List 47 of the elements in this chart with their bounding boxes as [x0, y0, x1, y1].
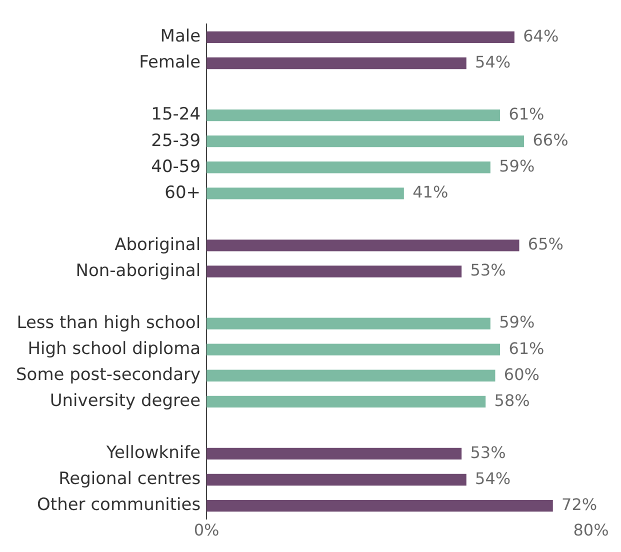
data-label: 59%	[499, 312, 535, 332]
y-tick-label: 40-59	[151, 156, 201, 177]
bar	[206, 448, 462, 460]
bar	[206, 240, 520, 252]
bar	[206, 500, 553, 512]
data-label: 60%	[504, 364, 540, 384]
y-tick-label: 15-24	[151, 104, 201, 125]
bar	[206, 136, 524, 148]
y-tick-label: 60+	[164, 182, 201, 203]
data-label: 58%	[494, 390, 530, 410]
data-label: 53%	[470, 442, 506, 462]
x-tick-label: 80%	[573, 520, 609, 540]
data-label: 54%	[475, 52, 511, 72]
data-label: 72%	[562, 494, 598, 514]
bar	[206, 370, 496, 382]
y-tick-label: Yellowknife	[105, 443, 201, 464]
y-tick-label: Regional centres	[58, 469, 201, 490]
bar	[206, 188, 404, 200]
data-label: 61%	[508, 104, 544, 124]
y-tick-label: University degree	[50, 391, 201, 412]
y-tick-label: Non-aboriginal	[76, 260, 201, 281]
x-tick-label: 0%	[194, 520, 220, 540]
y-tick-label: Less than high school	[16, 312, 201, 333]
bar	[206, 318, 490, 330]
bar	[206, 396, 486, 408]
y-tick-label: Male	[160, 26, 201, 47]
y-tick-label: High school diploma	[28, 339, 201, 360]
data-label: 66%	[532, 130, 568, 150]
data-label: 41%	[412, 182, 448, 202]
bar	[206, 31, 514, 44]
data-label: 53%	[470, 260, 506, 280]
bar	[206, 57, 466, 70]
bar	[206, 344, 500, 356]
y-tick-label: 25-39	[151, 130, 201, 151]
y-tick-label: Aboriginal	[114, 234, 201, 255]
y-tick-label: Female	[139, 52, 201, 73]
data-label: 65%	[528, 234, 564, 254]
bar	[206, 474, 466, 486]
data-label: 59%	[499, 156, 535, 176]
y-tick-label: Other communities	[37, 495, 201, 516]
y-tick-label: Some post-secondary	[16, 365, 201, 386]
data-label: 54%	[475, 468, 511, 488]
data-label: 61%	[508, 338, 544, 358]
data-label: 64%	[523, 26, 559, 46]
bar	[206, 109, 500, 122]
bar	[206, 266, 462, 278]
bar	[206, 162, 490, 174]
